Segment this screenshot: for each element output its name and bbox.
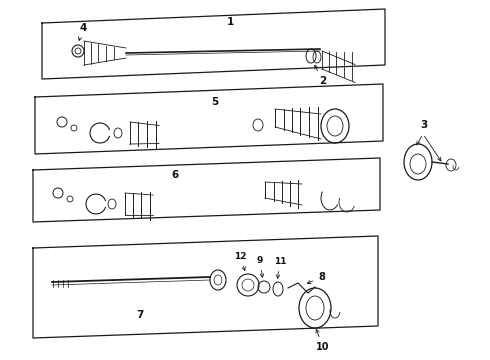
Text: 9: 9 [257, 256, 264, 277]
Text: 3: 3 [420, 120, 428, 130]
Text: 8: 8 [307, 272, 325, 284]
Text: 5: 5 [211, 97, 219, 107]
Text: 11: 11 [274, 257, 286, 278]
Text: 12: 12 [234, 252, 246, 270]
Text: 10: 10 [316, 329, 330, 352]
Text: 7: 7 [136, 310, 144, 320]
Text: 1: 1 [226, 17, 234, 27]
Text: 6: 6 [172, 170, 179, 180]
Text: 2: 2 [315, 65, 327, 86]
Text: 4: 4 [78, 23, 87, 40]
